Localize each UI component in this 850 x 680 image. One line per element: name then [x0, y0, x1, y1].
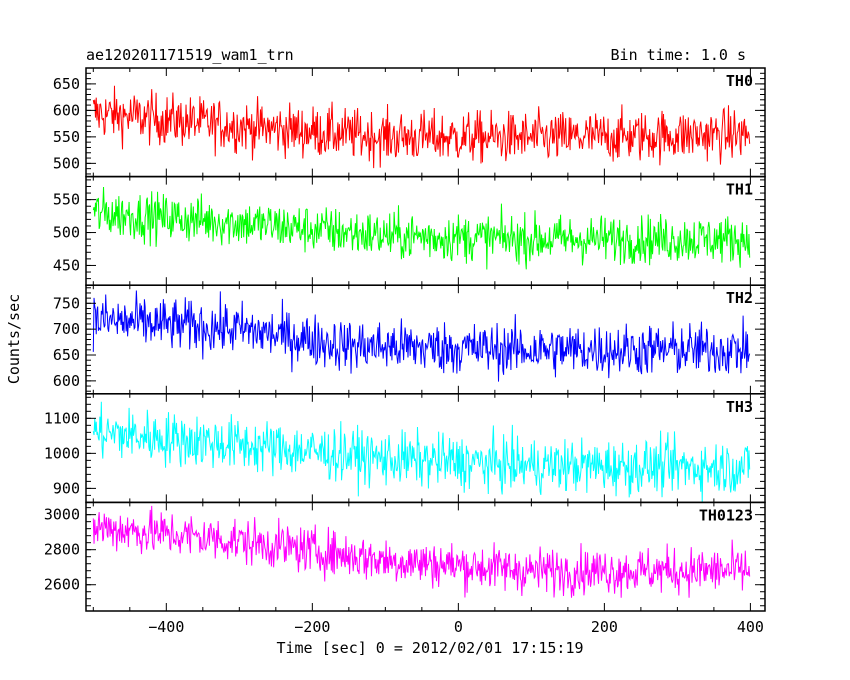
y-tick-label: 500 [53, 154, 80, 172]
panel-label-th1: TH1 [726, 181, 753, 199]
panels-group: 500 550 600 650 TH0 450 500 550 TH1 600 650 700 750 T… [44, 67, 766, 636]
panel-th0123: 2600 2800 3000 TH0123 [44, 501, 766, 612]
panel-label-th2: TH2 [726, 289, 753, 307]
panel-frame [85, 284, 766, 395]
y-tick-label: 700 [53, 320, 80, 338]
y-tick-label: 550 [53, 128, 80, 146]
y-tick-label: 600 [53, 101, 80, 119]
series-line-th2 [92, 290, 751, 382]
panel-th0: 500 550 600 650 TH0 [53, 67, 766, 178]
y-tick-label: 600 [53, 372, 80, 390]
x-axis-label: Time [sec] 0 = 2012/02/01 17:15:19 [276, 639, 583, 657]
panel-label-th3: TH3 [726, 398, 753, 416]
x-tick-label: 400 [737, 618, 764, 636]
panel-label-th0123: TH0123 [699, 506, 753, 524]
x-tick-label: 0 [454, 618, 463, 636]
y-tick-label: 450 [53, 256, 80, 274]
y-tick-label: 650 [53, 346, 80, 364]
y-tick-label: 500 [53, 224, 80, 242]
y-tick-label: 3000 [44, 506, 80, 524]
y-axis-label: Counts/sec [5, 294, 23, 384]
y-tick-label: 750 [53, 294, 80, 312]
panel-label-th0: TH0 [726, 72, 753, 90]
y-tick-label: 650 [53, 75, 80, 93]
x-tick-label: −200 [294, 618, 330, 636]
bin-time-label: Bin time: 1.0 s [611, 46, 746, 64]
plot-title: ae120201171519_wam1_trn [86, 46, 294, 64]
x-tick-label: 200 [591, 618, 618, 636]
panel-th3: 900 1000 1100 TH3 [44, 393, 766, 504]
y-tick-label: 1000 [44, 444, 80, 462]
y-tick-label: 1100 [44, 409, 80, 427]
y-tick-label: 2600 [44, 576, 80, 594]
panel-th1: 450 500 550 TH1 [53, 175, 766, 286]
series-line-th0123 [92, 505, 751, 598]
y-tick-label: 900 [53, 479, 80, 497]
y-tick-label: 2800 [44, 541, 80, 559]
series-line-th0 [92, 85, 751, 169]
series-line-th1 [92, 187, 751, 270]
panel-th2: 600 650 700 750 TH2 [53, 284, 766, 395]
y-tick-label: 550 [53, 191, 80, 209]
series-line-th3 [92, 401, 751, 503]
x-tick-label: −400 [148, 618, 184, 636]
